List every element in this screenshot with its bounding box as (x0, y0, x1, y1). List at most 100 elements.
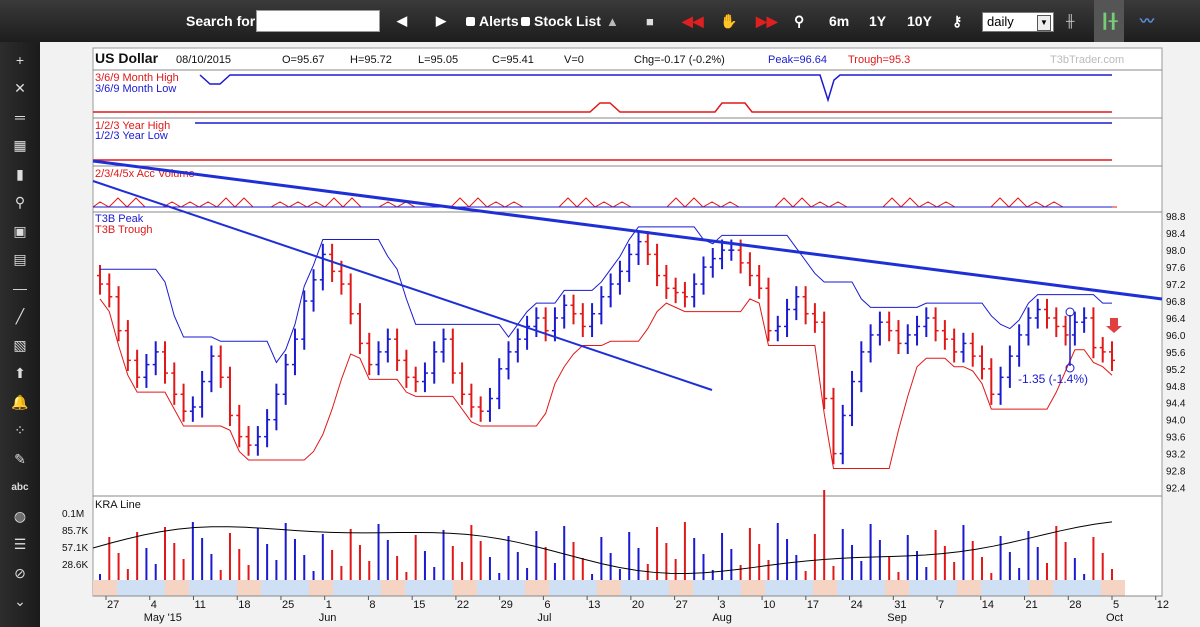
x-day-label: 5 (1113, 599, 1119, 611)
hl369-low-line (199, 74, 1112, 103)
zoom-icon[interactable]: ⚲ (794, 12, 805, 29)
prev-arrow-icon[interactable]: ◀ (397, 13, 407, 28)
grid-icon[interactable]: ⁘ (14, 422, 26, 438)
kra-strip (1077, 580, 1101, 596)
erase-icon[interactable]: ⊘ (14, 564, 26, 581)
y-tick-label: 94.4 (1166, 399, 1186, 410)
x-day-label: 7 (938, 599, 944, 611)
y-tick-label: 95.2 (1166, 365, 1186, 376)
kra-line (92, 521, 1113, 574)
line-icon[interactable]: ╱ (15, 308, 25, 324)
kra-strip (549, 580, 573, 596)
x-day-label: 29 (501, 599, 513, 611)
y-tick-label: 92.8 (1166, 467, 1186, 478)
x-month-label: Jul (537, 612, 551, 624)
image-icon[interactable]: ▤ (13, 251, 27, 267)
rewind-icon[interactable]: ◀◀ (682, 12, 704, 29)
kra-strip (93, 580, 117, 596)
x-month-label: Oct (1106, 612, 1123, 624)
y-tick-label: 98.8 (1166, 212, 1186, 223)
list-icon[interactable]: ☰ (13, 536, 27, 552)
x-day-label: 22 (457, 599, 469, 611)
annotation-start-marker (1065, 307, 1075, 317)
kra-strip (525, 580, 549, 596)
kra-strip (333, 580, 357, 596)
x-month-label: Jun (319, 612, 337, 624)
key-icon[interactable]: ⚷ (952, 12, 963, 29)
open-label: O=95.67 (282, 54, 325, 66)
text-tool-label[interactable]: abc (11, 482, 29, 493)
hatch-icon[interactable]: ▧ (13, 336, 27, 353)
kra-strip (1101, 580, 1125, 596)
volume-label: V=0 (564, 54, 584, 66)
minus-icon[interactable]: — (13, 280, 27, 296)
x-day-label: 27 (676, 599, 688, 611)
table-icon[interactable]: ▦ (13, 137, 27, 153)
plus-icon[interactable]: + (15, 52, 25, 68)
range-1y-button[interactable]: 1Y (869, 13, 887, 29)
range-6m-button[interactable]: 6m (829, 13, 850, 29)
kra-strip (357, 580, 381, 596)
hl123-low-label: 1/2/3 Year Low (95, 130, 168, 142)
kra-strip (189, 580, 213, 596)
kra-strip (717, 580, 741, 596)
sell-arrow-icon (1106, 318, 1122, 333)
kra-strip (477, 580, 501, 596)
search-input[interactable] (256, 10, 380, 32)
change-label: Chg=-0.17 (-0.2%) (634, 54, 725, 66)
kra-strip (933, 580, 957, 596)
alerts-checkbox[interactable]: Alerts (466, 0, 519, 42)
cross-icon[interactable]: ✕ (14, 80, 26, 96)
x-day-label: 3 (719, 599, 725, 611)
stocklist-checkbox[interactable]: Stock List (521, 0, 601, 42)
y-tick-label: 97.6 (1166, 263, 1186, 274)
brush-icon[interactable]: ✎ (14, 450, 26, 467)
kra-strip (285, 580, 309, 596)
kra-strip (381, 580, 405, 596)
volume-tick-label: 28.6K (62, 560, 88, 571)
next-arrow-icon[interactable]: ▶ (436, 13, 446, 28)
y-tick-label: 97.2 (1166, 280, 1186, 291)
bell-icon[interactable]: 🔔 (11, 393, 29, 410)
kra-strip (453, 580, 477, 596)
interval-select[interactable]: daily ▼ (982, 12, 1054, 32)
x-day-label: 25 (282, 599, 294, 611)
magnify-icon[interactable]: ⚲ (14, 194, 26, 210)
fast-forward-icon[interactable]: ▶▶ (756, 12, 778, 29)
y-tick-label: 96.8 (1166, 297, 1186, 308)
x-day-label: 15 (413, 599, 425, 611)
x-day-label: 28 (1069, 599, 1081, 611)
save-icon[interactable]: ▣ (13, 222, 27, 239)
range-10y-button[interactable]: 10Y (907, 13, 932, 29)
bell-icon[interactable]: ▲ (606, 13, 619, 29)
kra-strip (957, 580, 981, 596)
kra-strip (165, 580, 189, 596)
peak-label: Peak=96.64 (768, 54, 827, 66)
date-label: 08/10/2015 (176, 54, 231, 66)
x-day-label: 24 (851, 599, 863, 611)
line-chart-icon[interactable]: 〰 (1140, 13, 1154, 29)
hand-icon[interactable]: ✋ (720, 12, 738, 29)
ohlc-icon[interactable]: ╫ (1066, 14, 1075, 28)
select-caret-icon: ▼ (1037, 15, 1051, 31)
accvol-label: 2/3/4/5x Acc Volume (95, 168, 195, 180)
kra-strip (1005, 580, 1029, 596)
dash-icon[interactable]: ═ (15, 109, 25, 125)
x-day-label: 8 (369, 599, 375, 611)
kra-strip (909, 580, 933, 596)
chevron-icon[interactable]: ⌄ (14, 593, 26, 609)
x-month-label: Aug (712, 612, 732, 624)
upload-icon[interactable]: ⬆ (14, 365, 26, 381)
barchart-icon[interactable]: ▮ (16, 165, 24, 182)
x-day-label: 11 (194, 599, 205, 611)
kra-strip (501, 580, 525, 596)
t3b-trough-line (99, 298, 1113, 469)
candle-icon[interactable]: ┃╂ (1094, 0, 1124, 42)
x-month-label: May '15 (144, 612, 182, 624)
camera-icon[interactable]: ■ (646, 13, 654, 29)
palette-icon[interactable]: ◍ (13, 507, 27, 524)
x-day-label: 12 (1157, 599, 1169, 611)
x-day-label: 6 (544, 599, 550, 611)
kra-strip (429, 580, 453, 596)
